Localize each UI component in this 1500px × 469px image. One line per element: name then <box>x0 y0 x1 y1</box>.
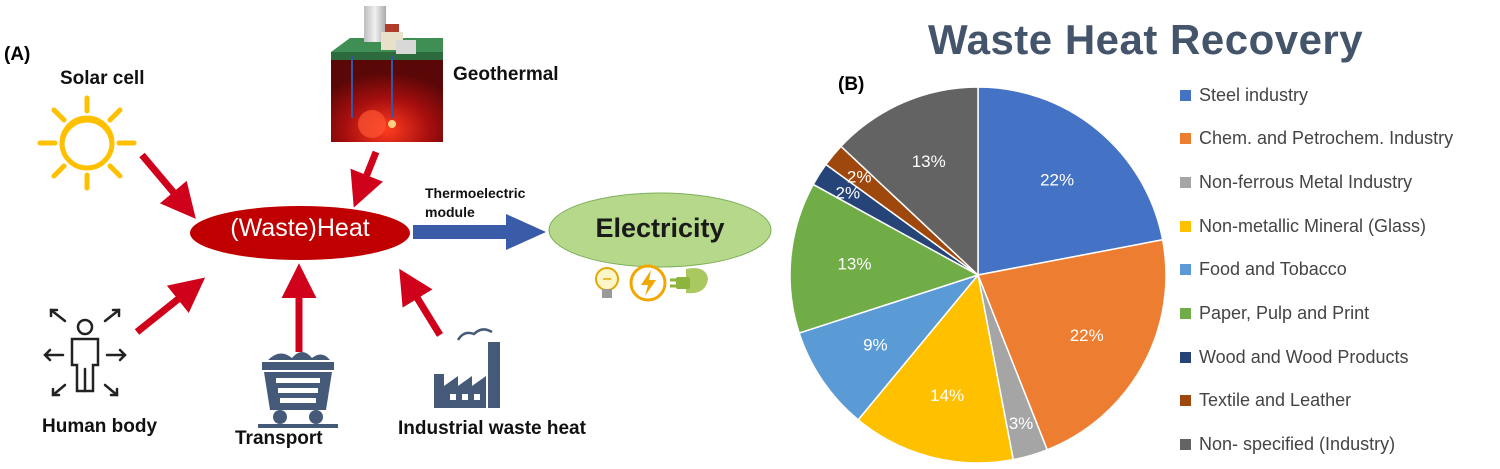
legend-label: Non-ferrous Metal Industry <box>1199 171 1413 192</box>
legend-item: Food and Tobacco <box>1180 258 1347 282</box>
lightning-icon <box>629 264 667 302</box>
pie-data-label: 9% <box>863 336 888 355</box>
plug-leaf-icon <box>670 268 708 294</box>
arrow-human-to-heat <box>134 277 206 335</box>
pie-data-label: 22% <box>1040 170 1074 189</box>
pie-data-label: 22% <box>1070 326 1104 345</box>
legend-item: Wood and Wood Products <box>1180 345 1408 369</box>
solar-cell-label: Solar cell <box>60 68 145 89</box>
legend-item: Chem. and Petrochem. Industry <box>1180 127 1453 151</box>
arrow-solar-to-heat <box>139 152 196 219</box>
mine-cart-icon <box>258 352 338 428</box>
legend-label: Chem. and Petrochem. Industry <box>1199 128 1454 149</box>
panel-b-label: (B) <box>838 74 865 95</box>
pie-data-label: 2% <box>836 183 861 202</box>
pie-slice <box>857 273 1015 464</box>
thermoelectric-label: Thermoelectric <box>425 185 526 201</box>
legend-swatch <box>1180 395 1191 407</box>
legend-label: Paper, Pulp and Print <box>1199 303 1370 323</box>
pie-slice <box>977 86 1164 276</box>
legend-swatch <box>1180 176 1191 188</box>
legend-swatch <box>1180 351 1191 363</box>
legend-swatch <box>1180 264 1191 276</box>
legend-item: Steel industry <box>1180 83 1308 107</box>
light-bulb-icon <box>595 267 619 298</box>
legend-item: Non- specified (Industry) <box>1180 433 1395 457</box>
electricity-label: Electricity <box>595 213 725 243</box>
geothermal-label: Geothermal <box>453 64 559 85</box>
legend-swatch <box>1180 133 1191 145</box>
waste-heat-label: (Waste)Heat <box>230 214 370 242</box>
legend-swatch <box>1180 89 1191 101</box>
factory-icon <box>434 328 500 408</box>
legend-label: Non-metallic Mineral (Glass) <box>1199 215 1427 236</box>
sun-icon <box>37 95 137 191</box>
pie-data-label: 2% <box>847 168 872 187</box>
pie-slice <box>798 273 981 421</box>
legend-label: Wood and Wood Products <box>1199 346 1409 367</box>
thermoelectric-arrow <box>413 214 546 250</box>
legend-swatch <box>1180 220 1191 232</box>
legend-swatch <box>1180 439 1191 451</box>
legend-item: Textile and Leather <box>1180 389 1351 413</box>
pie-data-label: 14% <box>930 386 964 405</box>
arrow-geothermal-to-heat <box>350 150 384 208</box>
arrow-industrial-to-heat <box>399 268 443 337</box>
pie-slice <box>839 86 979 277</box>
legend-label: Steel industry <box>1199 84 1309 105</box>
waste-heat-node <box>190 206 410 260</box>
human-body-label: Human body <box>42 416 158 437</box>
pie-data-label: 13% <box>837 254 871 273</box>
transport-label: Transport <box>235 428 323 449</box>
pie-data-label: 3% <box>1009 414 1034 433</box>
panel-a-label: (A) <box>4 44 31 65</box>
electricity-node <box>548 192 772 268</box>
human-body-icon <box>43 308 127 397</box>
legend-label: Textile and Leather <box>1199 390 1352 411</box>
legend-swatch <box>1180 308 1191 319</box>
geothermal-plant-icon <box>331 6 443 142</box>
chart-title: Waste Heat Recovery <box>928 16 1364 63</box>
legend-item: Non-ferrous Metal Industry <box>1180 170 1412 194</box>
module-label: module <box>425 204 475 220</box>
legend-item: Non-metallic Mineral (Glass) <box>1180 214 1426 238</box>
legend-label: Food and Tobacco <box>1199 259 1347 280</box>
panel-a-diagram <box>37 6 772 428</box>
legend-label: Non- specified (Industry) <box>1199 434 1396 455</box>
industrial-waste-heat-label: Industrial waste heat <box>398 418 586 439</box>
pie-slice <box>976 238 1167 451</box>
pie-slice <box>789 183 980 335</box>
pie-data-label: 13% <box>912 152 946 171</box>
legend-item: Paper, Pulp and Print <box>1180 302 1369 326</box>
